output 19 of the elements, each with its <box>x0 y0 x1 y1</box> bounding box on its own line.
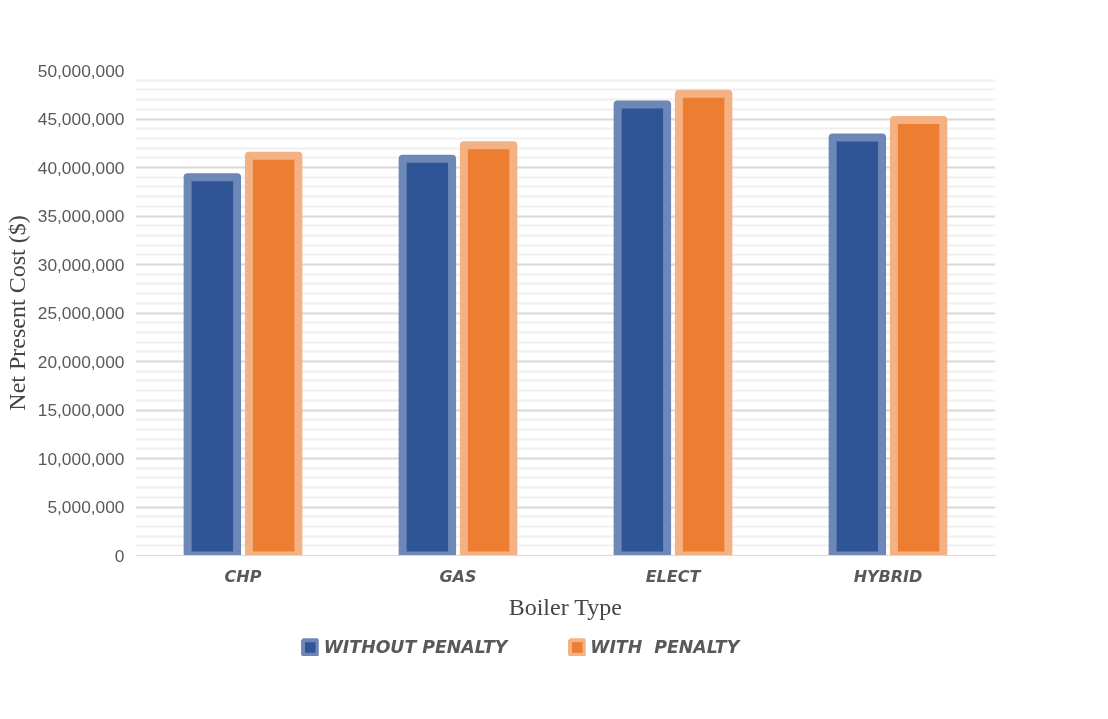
x-tick-label: CHP <box>224 566 262 586</box>
legend-label: WITH PENALTY <box>590 637 740 657</box>
y-tick-label: 45,000,000 <box>37 109 125 129</box>
legend-label: WITHOUT PENALTY <box>323 637 508 657</box>
y-tick-label: 0 <box>114 545 125 566</box>
y-tick-label: 10,000,000 <box>37 448 125 469</box>
x-tick-label: ELECT <box>645 566 702 586</box>
y-axis-title: Net Present Cost ($) <box>3 215 30 411</box>
y-tick-label: 25,000,000 <box>37 303 125 323</box>
y-tick-label: 5,000,000 <box>47 497 125 517</box>
x-tick-label: GAS <box>439 566 477 586</box>
y-tick-label: 40,000,000 <box>37 157 125 178</box>
y-tick-label: 30,000,000 <box>37 254 125 275</box>
y-tick-label: 15,000,000 <box>37 400 125 420</box>
y-tick-label: 35,000,000 <box>37 206 125 226</box>
y-tick-label: 20,000,000 <box>37 351 125 372</box>
x-axis-title: Boiler Type <box>508 593 622 620</box>
x-tick-label: HYBRID <box>853 566 923 586</box>
y-tick-label: 50,000,000 <box>37 60 125 81</box>
